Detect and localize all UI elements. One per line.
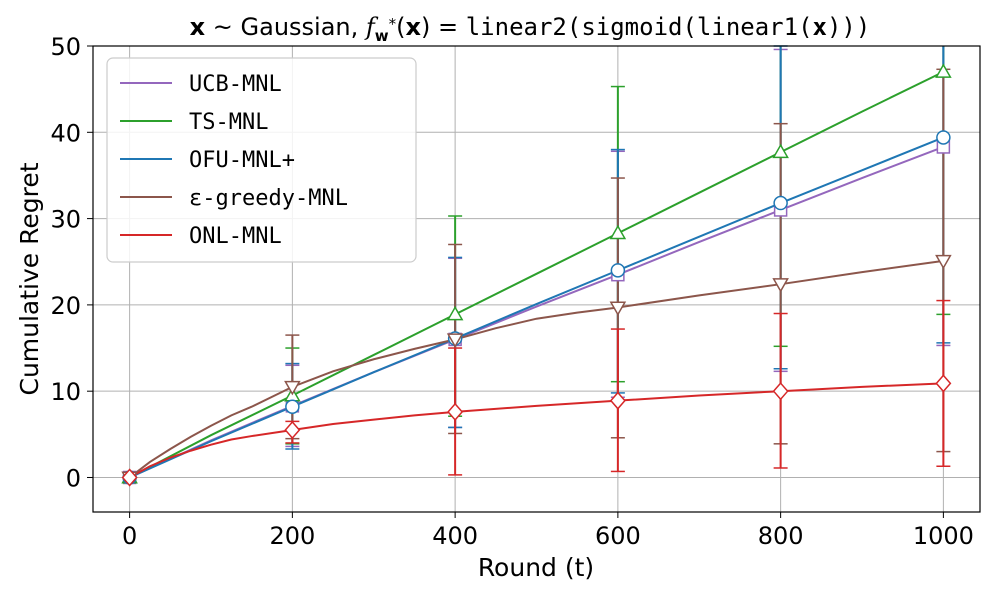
marker-triangle-down [284, 380, 301, 396]
x-axis-label: Round (t) [478, 553, 594, 582]
chart-title: x ~ Gaussian, fw*(x) = linear2(sigmoid(l… [190, 13, 871, 45]
legend-label: UCB-MNL [189, 72, 282, 97]
marker-diamond [284, 420, 301, 440]
marker-triangle-up [446, 305, 464, 321]
marker-triangle-down [935, 254, 952, 270]
x-tick-label: 0 [122, 522, 137, 550]
legend: UCB-MNL TS-MNL OFU-MNL+ ε-greedy-MNL ONL-MNL [106, 57, 417, 263]
series-line [129, 136, 944, 479]
marker-triangle-down [446, 333, 464, 348]
plot-frame [92, 45, 981, 513]
x-tick-label: 400 [432, 522, 478, 550]
series-lines [129, 70, 944, 479]
marker-triangle-down [609, 301, 627, 316]
marker-triangle-up [772, 143, 789, 159]
legend-label: TS-MNL [189, 110, 268, 135]
marker-diamond [447, 402, 464, 422]
y-axis-label: Cumulative Regret [15, 162, 44, 395]
legend-box [106, 57, 417, 263]
marker-circle [773, 195, 788, 211]
x-tick-label: 200 [269, 522, 315, 550]
marker-diamond [772, 382, 789, 401]
y-tick-label: 40 [50, 119, 81, 147]
legend-label: ONL-MNL [189, 224, 282, 249]
legend-label: ε-greedy-MNL [189, 186, 348, 211]
marker-circle [936, 130, 951, 145]
marker-triangle-down [772, 278, 789, 293]
series-line [129, 382, 944, 479]
y-tick-label: 10 [50, 378, 81, 406]
x-tick-label: 600 [595, 522, 641, 550]
axis-ticks: 0 200 400 600 800 1000 0 10 20 30 40 50 [50, 33, 973, 550]
marker-triangle-up [609, 224, 627, 240]
series-line [129, 70, 944, 479]
marker-diamond [121, 468, 138, 487]
marker-circle [285, 399, 300, 414]
marker-diamond [609, 391, 626, 410]
y-tick-label: 0 [66, 464, 81, 492]
x-tick-label: 800 [758, 522, 804, 550]
marker-circle [610, 263, 626, 278]
x-tick-label: 1000 [913, 522, 974, 550]
legend-label: OFU-MNL+ [189, 148, 295, 173]
y-tick-label: 20 [50, 292, 81, 320]
y-tick-label: 30 [50, 206, 81, 234]
marker-diamond [935, 374, 952, 393]
series-line [129, 259, 944, 479]
y-tick-label: 50 [50, 33, 81, 61]
markers [121, 63, 952, 487]
marker-triangle-up [935, 63, 952, 78]
